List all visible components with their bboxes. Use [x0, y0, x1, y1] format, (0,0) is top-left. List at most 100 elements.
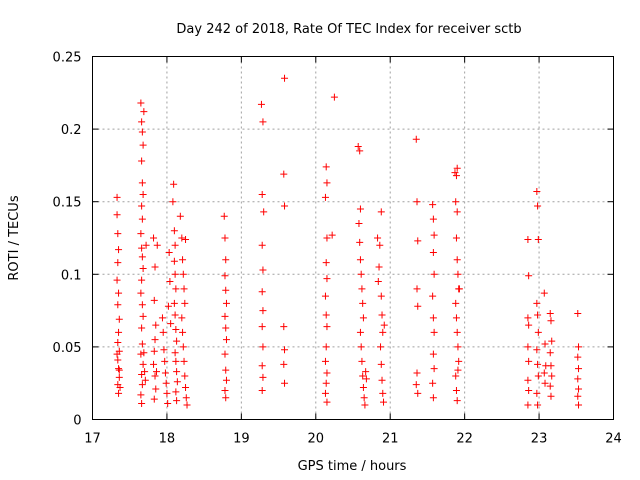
data-point: [113, 211, 121, 219]
data-point: [321, 193, 329, 201]
data-point: [166, 278, 174, 286]
data-point: [139, 312, 147, 320]
data-point: [429, 314, 437, 322]
data-point: [452, 234, 460, 242]
y-tick-label: 0.1: [61, 268, 82, 283]
data-point: [547, 392, 555, 400]
data-point: [452, 172, 460, 180]
data-point: [362, 368, 370, 376]
data-point: [150, 395, 158, 403]
data-point: [414, 237, 422, 245]
y-axis-label: ROTI / TECUs: [7, 195, 22, 280]
axis-ticks: [92, 56, 614, 420]
data-point: [221, 234, 229, 242]
data-point: [455, 357, 463, 365]
data-point: [182, 235, 190, 243]
data-point: [453, 256, 461, 264]
data-point: [453, 208, 461, 216]
chart-title: Day 242 of 2018, Rate Of TEC Index for r…: [176, 22, 521, 37]
data-point: [379, 389, 387, 397]
data-point: [356, 256, 364, 264]
data-point: [524, 235, 532, 243]
y-tick-label: 0.05: [53, 341, 82, 356]
data-point: [170, 257, 178, 265]
data-point: [525, 357, 533, 365]
data-point: [138, 276, 146, 284]
data-point: [165, 249, 173, 257]
data-point: [179, 270, 187, 278]
data-point: [533, 299, 541, 307]
data-point: [181, 299, 189, 307]
data-point: [258, 241, 266, 249]
data-point: [151, 263, 159, 271]
data-point: [114, 339, 122, 347]
data-point: [257, 100, 265, 108]
data-point: [362, 375, 370, 383]
data-point: [356, 147, 364, 155]
data-point: [429, 292, 437, 300]
data-point: [322, 343, 330, 351]
data-point: [413, 285, 421, 293]
data-point: [170, 299, 178, 307]
data-point: [548, 337, 556, 345]
data-point: [525, 272, 533, 280]
data-point: [328, 231, 336, 239]
data-point: [183, 401, 191, 409]
data-point: [413, 198, 421, 206]
data-point: [221, 272, 229, 280]
data-point: [114, 230, 122, 238]
data-point: [429, 379, 437, 387]
data-point: [541, 379, 549, 387]
data-point: [162, 379, 170, 387]
data-point: [357, 270, 365, 278]
data-point: [377, 360, 385, 368]
data-point: [322, 163, 330, 171]
data-point: [358, 285, 366, 293]
data-point: [221, 312, 229, 320]
data-point: [137, 391, 145, 399]
data-point: [167, 320, 175, 328]
data-point: [114, 259, 122, 267]
data-point: [430, 328, 438, 336]
data-point: [138, 253, 146, 261]
data-point: [115, 289, 123, 297]
data-point: [180, 285, 188, 293]
data-point: [524, 343, 532, 351]
data-point: [574, 353, 582, 361]
data-point: [259, 343, 267, 351]
data-point: [541, 340, 549, 348]
data-point: [374, 278, 382, 286]
data-point: [221, 350, 229, 358]
data-point: [534, 202, 542, 210]
data-point: [378, 311, 386, 319]
data-point: [412, 381, 420, 389]
data-point: [430, 270, 438, 278]
data-point: [533, 188, 541, 196]
data-point: [173, 337, 181, 345]
x-tick-label: 23: [531, 432, 548, 447]
data-point: [546, 310, 554, 318]
data-point: [454, 270, 462, 278]
data-point: [171, 349, 179, 357]
data-point: [114, 301, 122, 309]
data-point: [137, 350, 145, 358]
data-point: [179, 343, 187, 351]
data-point: [150, 296, 158, 304]
data-point: [138, 157, 146, 165]
data-point: [181, 372, 189, 380]
data-point: [574, 392, 582, 400]
data-point: [179, 328, 187, 336]
data-point: [153, 368, 161, 376]
data-point: [321, 357, 329, 365]
data-point: [173, 368, 181, 376]
data-point: [115, 389, 123, 397]
data-point: [171, 241, 179, 249]
data-point: [575, 365, 583, 373]
data-point: [359, 384, 367, 392]
x-tick-label: 20: [308, 432, 325, 447]
data-point: [429, 350, 437, 358]
data-point: [222, 366, 230, 374]
data-point: [377, 292, 385, 300]
data-point: [414, 389, 422, 397]
